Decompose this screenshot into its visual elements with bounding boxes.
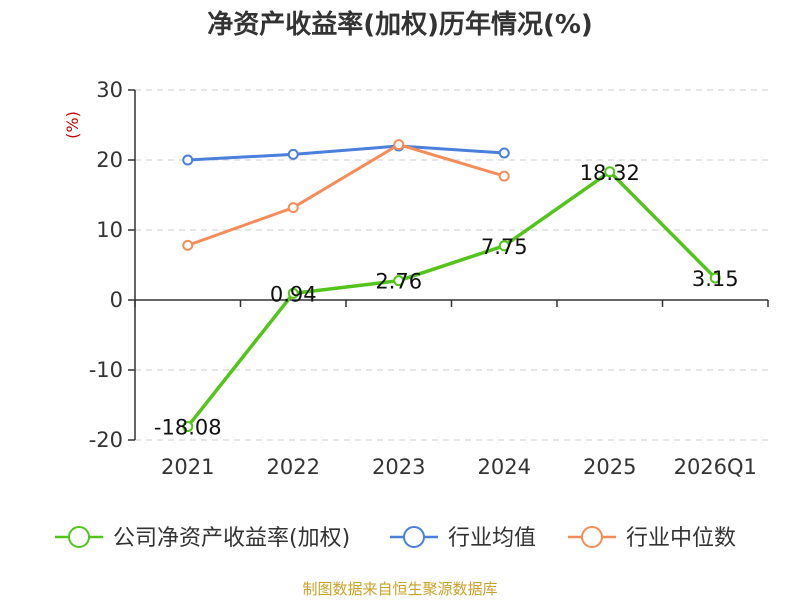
x-tick-label: 2022	[267, 455, 320, 479]
data-point	[498, 147, 510, 159]
chart-title: 净资产收益率(加权)历年情况(%)	[207, 9, 593, 40]
x-tick-label: 2026Q1	[674, 455, 757, 479]
x-tick-label: 2021	[161, 455, 214, 479]
legend-label: 行业中位数	[626, 526, 736, 551]
series	[182, 139, 721, 433]
data-point	[604, 166, 616, 178]
axes: 30 20 10 0 -10 -20 2021 2022 2023 2024 2025 2026Q1	[89, 78, 769, 479]
source-note: 制图数据来自恒生聚源数据库	[302, 580, 497, 598]
x-tick-label: 2024	[478, 455, 531, 479]
data-point	[287, 287, 299, 299]
data-point	[393, 275, 405, 287]
data-label: 2.76	[375, 270, 422, 294]
data-label: 7.75	[481, 235, 528, 259]
legend-item[interactable]: 行业中位数	[568, 526, 736, 551]
y-axis-unit: (%)	[63, 111, 82, 139]
data-point	[287, 202, 299, 214]
legend-circle-marker	[581, 526, 603, 548]
data-point	[182, 421, 194, 433]
y-tick-label: 10	[96, 218, 123, 242]
data-point	[498, 170, 510, 182]
series-line	[186, 143, 506, 247]
data-point	[709, 272, 721, 284]
x-tick-label: 2025	[583, 455, 636, 479]
y-tick-label: 20	[96, 148, 123, 172]
data-label: 18.32	[580, 161, 640, 185]
legend: 公司净资产收益率(加权) 行业均值 行业中位数	[55, 526, 736, 551]
x-tick-label: 2023	[372, 455, 425, 479]
data-point	[393, 139, 405, 151]
y-tick-label: 0	[110, 288, 123, 312]
y-tick-label: -10	[89, 358, 123, 382]
data-point	[498, 240, 510, 252]
legend-circle-marker	[68, 526, 90, 548]
legend-item[interactable]: 公司净资产收益率(加权)	[55, 526, 350, 551]
data-point	[182, 239, 194, 251]
legend-label: 行业均值	[448, 526, 536, 551]
legend-label: 公司净资产收益率(加权)	[113, 526, 350, 551]
y-tick-label: 30	[96, 78, 123, 102]
data-point	[287, 148, 299, 160]
data-point	[182, 154, 194, 166]
data-label: 0.94	[270, 282, 317, 306]
legend-item[interactable]: 行业均值	[390, 526, 536, 551]
legend-circle-marker	[403, 526, 425, 548]
y-tick-label: -20	[89, 428, 123, 452]
data-label: 3.15	[692, 267, 739, 291]
series-line	[186, 170, 717, 429]
series-line	[186, 144, 506, 162]
data-labels: -18.08 0.94 2.76 7.75 18.32 3.15	[154, 161, 739, 440]
data-label: -18.08	[154, 416, 222, 440]
y-axis-unit-group: (%)	[63, 111, 82, 139]
